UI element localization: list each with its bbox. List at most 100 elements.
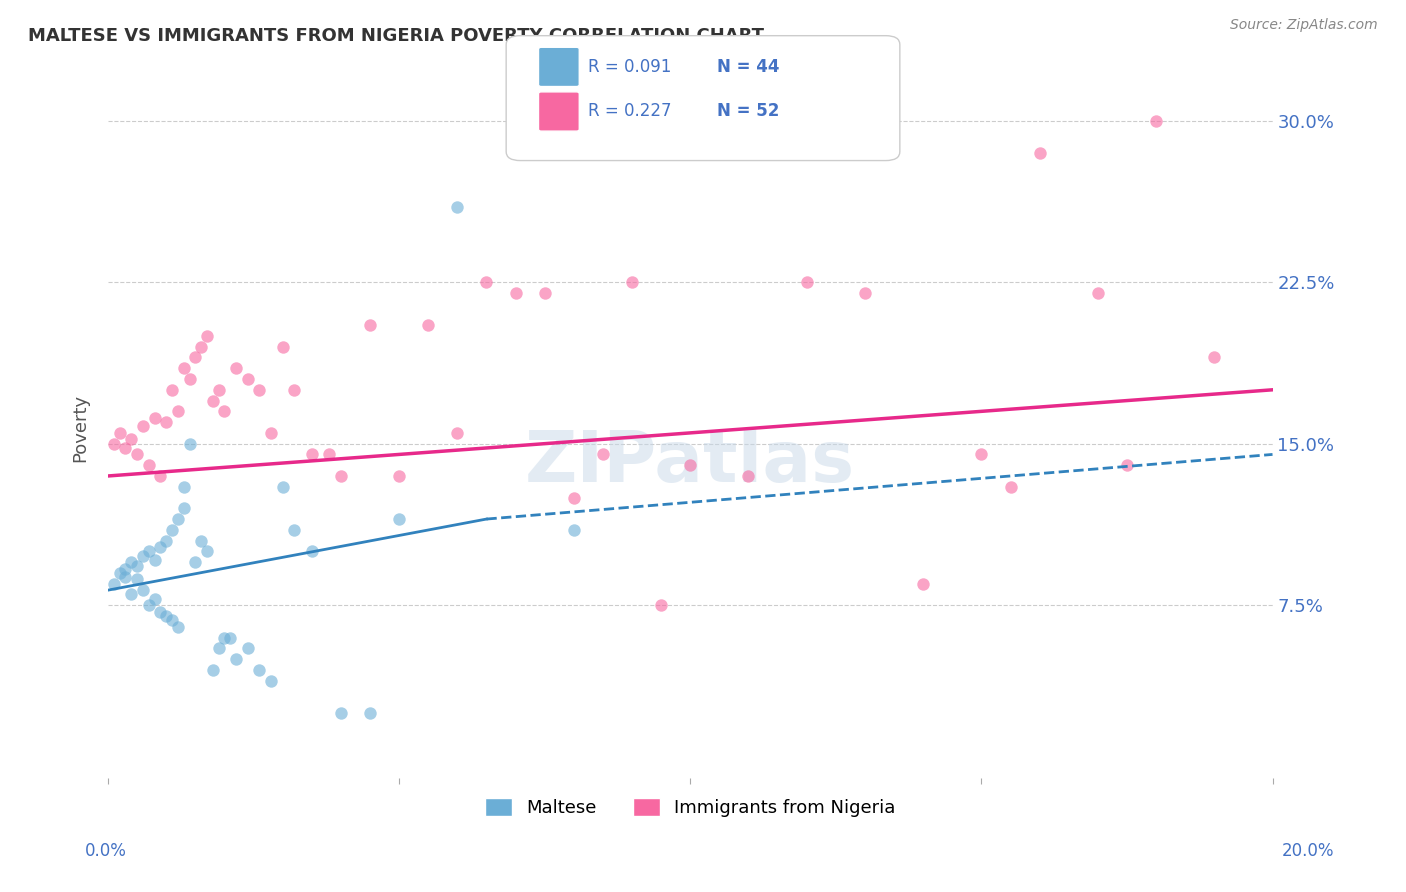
Point [260,425,283,440]
Point [388,469,411,483]
Point [160,523,183,537]
Point [127,559,149,574]
Point [329,469,352,483]
Point [149,605,172,619]
Point [173,480,195,494]
Point [114,441,136,455]
Point [173,501,195,516]
Point [114,570,136,584]
Point [475,275,498,289]
Text: N = 52: N = 52 [717,103,779,120]
Point [562,491,585,505]
Point [132,419,155,434]
Point [207,383,229,397]
Point [1087,285,1109,300]
Point [679,458,702,473]
Point [214,631,236,645]
Point [190,533,212,548]
Point [138,458,160,473]
Point [108,425,131,440]
Point [190,340,212,354]
Point [207,641,229,656]
Point [201,663,224,677]
Legend: Maltese, Immigrants from Nigeria: Maltese, Immigrants from Nigeria [478,790,903,824]
Point [446,425,468,440]
Y-axis label: Poverty: Poverty [72,393,89,461]
Point [418,318,440,333]
Point [108,566,131,580]
Point [225,652,247,666]
Point [318,447,340,461]
Point [1000,480,1022,494]
Point [271,340,294,354]
Point [1144,113,1167,128]
Point [1204,351,1226,365]
Point [359,706,381,720]
Point [621,275,644,289]
Point [184,555,207,569]
Point [155,533,177,548]
Point [247,383,270,397]
Point [737,469,759,483]
Point [179,372,201,386]
Point [127,573,149,587]
Point [120,433,142,447]
Point [167,620,190,634]
Point [592,447,614,461]
Text: MALTESE VS IMMIGRANTS FROM NIGERIA POVERTY CORRELATION CHART: MALTESE VS IMMIGRANTS FROM NIGERIA POVER… [28,27,763,45]
Point [1116,458,1139,473]
Point [120,587,142,601]
Point [301,447,323,461]
Point [247,663,270,677]
Point [970,447,993,461]
Point [533,285,555,300]
Point [283,383,305,397]
Point [155,415,177,429]
Point [359,318,381,333]
Point [127,447,149,461]
Point [103,436,125,450]
Point [160,383,183,397]
Point [225,361,247,376]
Text: R = 0.091: R = 0.091 [588,58,671,76]
Point [853,285,876,300]
Point [283,523,305,537]
Point [388,512,411,526]
Text: 20.0%: 20.0% [1281,842,1334,860]
Point [114,561,136,575]
Point [138,544,160,558]
Point [505,285,527,300]
Point [160,613,183,627]
Point [143,591,166,606]
Point [155,609,177,624]
Point [201,393,224,408]
Point [195,544,218,558]
Point [219,631,242,645]
Point [143,410,166,425]
Point [120,555,142,569]
Point [149,469,172,483]
Point [260,673,283,688]
Point [912,576,935,591]
Text: ZIPatlas: ZIPatlas [526,428,855,497]
Text: Source: ZipAtlas.com: Source: ZipAtlas.com [1230,18,1378,32]
Point [184,351,207,365]
Point [214,404,236,418]
Point [149,540,172,554]
Point [236,641,259,656]
Point [179,436,201,450]
Point [301,544,323,558]
Text: R = 0.227: R = 0.227 [588,103,671,120]
Point [195,329,218,343]
Point [167,512,190,526]
Point [167,404,190,418]
Point [650,599,672,613]
Point [138,599,160,613]
Point [132,583,155,598]
Point [132,549,155,563]
Point [143,553,166,567]
Point [173,361,195,376]
Text: 0.0%: 0.0% [84,842,127,860]
Point [236,372,259,386]
Point [796,275,818,289]
